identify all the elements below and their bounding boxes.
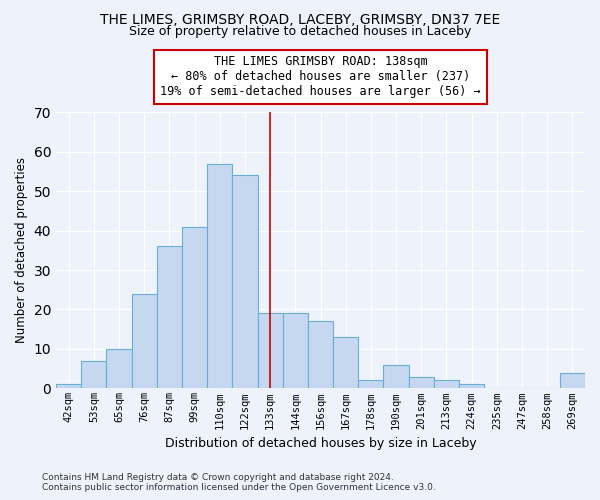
Bar (182, 226, 207, 388)
Text: THE LIMES GRIMSBY ROAD: 138sqm
← 80% of detached houses are smaller (237)
19% of: THE LIMES GRIMSBY ROAD: 138sqm ← 80% of … (160, 56, 481, 98)
Bar (434, 380, 459, 388)
Bar (106, 349, 131, 389)
Bar (409, 376, 434, 388)
Bar (257, 314, 283, 388)
X-axis label: Distribution of detached houses by size in Laceby: Distribution of detached houses by size … (165, 437, 476, 450)
Bar (81, 361, 106, 388)
Bar (283, 314, 308, 388)
Bar (308, 322, 333, 388)
Bar (232, 176, 257, 388)
Bar (358, 380, 383, 388)
Bar (56, 384, 81, 388)
Y-axis label: Number of detached properties: Number of detached properties (15, 158, 28, 344)
Bar (383, 364, 409, 388)
Bar (207, 164, 232, 388)
Bar (560, 372, 585, 388)
Bar (333, 337, 358, 388)
Bar (157, 246, 182, 388)
Text: THE LIMES, GRIMSBY ROAD, LACEBY, GRIMSBY, DN37 7EE: THE LIMES, GRIMSBY ROAD, LACEBY, GRIMSBY… (100, 12, 500, 26)
Text: Contains HM Land Registry data © Crown copyright and database right 2024.
Contai: Contains HM Land Registry data © Crown c… (42, 473, 436, 492)
Text: Size of property relative to detached houses in Laceby: Size of property relative to detached ho… (129, 25, 471, 38)
Bar (459, 384, 484, 388)
Bar (131, 294, 157, 388)
